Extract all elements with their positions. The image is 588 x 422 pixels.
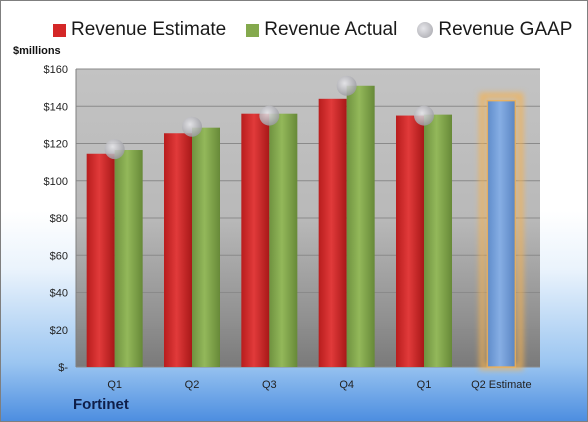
- marker-revenue-gaap: [104, 139, 125, 160]
- bar-revenue-actual: [192, 127, 220, 367]
- legend-label-revenue-actual: Revenue Actual: [264, 19, 398, 40]
- marker-revenue-gaap: [259, 105, 280, 126]
- bar-revenue-estimate: [241, 113, 270, 367]
- x-tick-label: Q2: [185, 379, 200, 391]
- x-tick-label: Q2 Estimate: [471, 379, 532, 391]
- bar-revenue-estimate: [86, 153, 115, 367]
- company-name: Fortinet: [73, 396, 129, 413]
- y-tick-label: $160: [44, 64, 68, 76]
- legend-item-revenue-gaap: Revenue GAAP: [417, 19, 572, 41]
- bar-revenue-actual: [114, 150, 143, 367]
- x-tick-label: Q1: [107, 379, 122, 391]
- y-tick-label: $40: [50, 288, 68, 300]
- y-tick-label: $-: [58, 362, 68, 374]
- bar-revenue-actual: [424, 114, 452, 367]
- bar-q2-estimate: [486, 99, 517, 368]
- y-tick-label: $80: [50, 213, 68, 225]
- bar-revenue-estimate: [164, 133, 192, 367]
- chart-legend: Revenue Estimate Revenue Actual Revenue …: [53, 17, 577, 43]
- y-tick-label: $20: [50, 325, 68, 337]
- marker-revenue-gaap: [182, 116, 202, 137]
- y-axis-units-label: $millions: [13, 45, 61, 57]
- bar-revenue-actual: [346, 85, 375, 367]
- bar-revenue-estimate: [318, 98, 347, 368]
- legend-label-revenue-estimate: Revenue Estimate: [71, 19, 227, 40]
- marker-revenue-gaap: [414, 105, 434, 126]
- legend-item-revenue-estimate: Revenue Estimate: [53, 19, 226, 41]
- x-tick-label: Q3: [262, 379, 277, 391]
- legend-swatch-revenue-estimate: [53, 23, 66, 37]
- bar-revenue-estimate: [396, 115, 424, 367]
- legend-swatch-revenue-actual: [246, 23, 260, 37]
- y-tick-label: $120: [44, 139, 68, 151]
- marker-revenue-gaap: [336, 75, 357, 96]
- legend-item-revenue-actual: Revenue Actual: [246, 19, 397, 41]
- x-tick-label: Q1: [417, 379, 432, 391]
- legend-swatch-revenue-gaap: [417, 22, 434, 38]
- y-tick-label: $100: [44, 176, 68, 188]
- y-tick-label: $60: [50, 250, 68, 262]
- legend-label-revenue-gaap: Revenue GAAP: [438, 19, 573, 40]
- x-tick-label: Q4: [339, 379, 354, 391]
- bar-revenue-actual: [269, 113, 298, 367]
- y-tick-label: $140: [44, 101, 68, 113]
